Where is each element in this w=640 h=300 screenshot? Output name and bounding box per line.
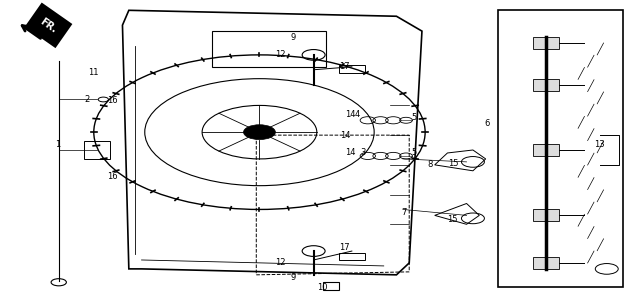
Text: 14: 14: [346, 110, 356, 119]
Bar: [534, 144, 559, 156]
Text: 11: 11: [88, 68, 99, 77]
Text: 5: 5: [411, 148, 416, 158]
Bar: [534, 37, 559, 49]
Text: 12: 12: [275, 258, 285, 267]
Text: 17: 17: [339, 62, 349, 71]
Text: 5: 5: [411, 113, 416, 122]
Text: 17: 17: [339, 243, 349, 252]
Bar: [84, 141, 109, 159]
Text: 7: 7: [401, 208, 407, 217]
Bar: [339, 253, 365, 260]
Text: 9: 9: [291, 33, 296, 42]
Text: 14: 14: [340, 130, 351, 140]
Bar: [534, 257, 559, 269]
Text: 12: 12: [275, 50, 285, 59]
Text: 9: 9: [291, 273, 296, 282]
Circle shape: [244, 125, 275, 140]
Text: 15: 15: [447, 215, 458, 224]
Text: 16: 16: [108, 97, 118, 106]
Text: 10: 10: [317, 284, 327, 292]
Bar: [339, 65, 365, 73]
Text: 13: 13: [594, 140, 604, 148]
Bar: [499, 10, 623, 287]
Text: 14: 14: [346, 148, 356, 158]
Bar: [323, 282, 339, 290]
Text: 4: 4: [355, 110, 360, 119]
Text: 6: 6: [484, 119, 490, 128]
Text: 2: 2: [84, 95, 90, 104]
Text: 15: 15: [449, 159, 459, 168]
Text: 3: 3: [361, 148, 366, 158]
Text: FR.: FR.: [38, 16, 59, 34]
Bar: [212, 31, 326, 67]
Text: 16: 16: [108, 172, 118, 181]
Bar: [534, 209, 559, 221]
Text: 8: 8: [427, 160, 432, 169]
Text: 1: 1: [55, 140, 60, 148]
Bar: [534, 79, 559, 91]
